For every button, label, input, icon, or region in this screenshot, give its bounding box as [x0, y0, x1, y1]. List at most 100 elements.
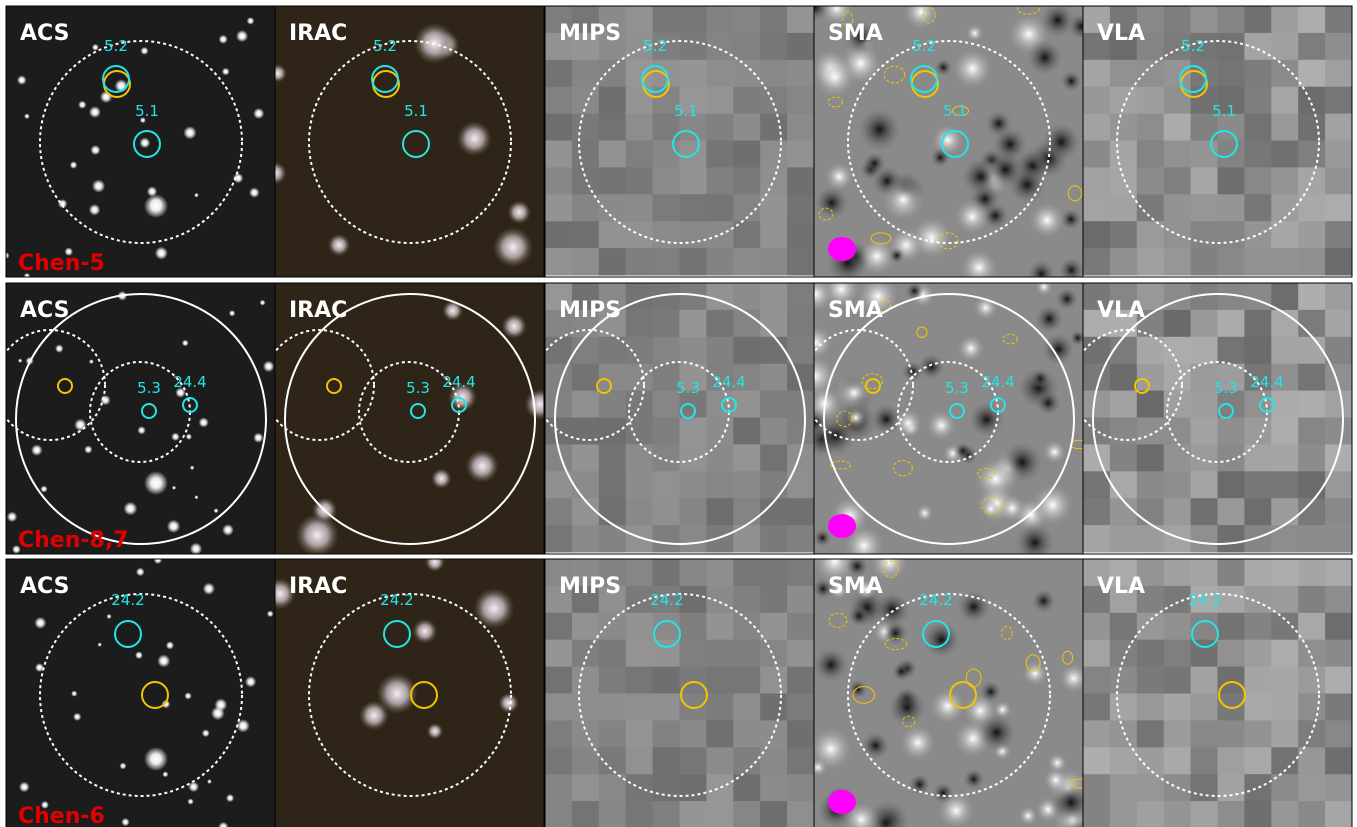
- pixel: [1298, 586, 1325, 613]
- pixel: [1218, 774, 1245, 801]
- panel-image: 5.25.1SMA: [801, 0, 1095, 288]
- pixel: [706, 248, 733, 275]
- pixel: [1298, 60, 1325, 87]
- pixel: [626, 720, 653, 747]
- pixel: [760, 364, 787, 391]
- pixel: [1137, 391, 1164, 418]
- pixel: [1271, 613, 1298, 640]
- pixel: [706, 667, 733, 694]
- pixel: [1325, 310, 1352, 337]
- pixel: [680, 60, 707, 87]
- pixel: [1110, 114, 1137, 141]
- star: [136, 568, 145, 577]
- pixel: [1218, 310, 1245, 337]
- pixel: [545, 114, 572, 141]
- pixel: [760, 310, 787, 337]
- pixel: [572, 221, 599, 248]
- pixel: [733, 586, 760, 613]
- panel: 5.324.4ACS: [0, 283, 275, 555]
- pixel: [1298, 364, 1325, 391]
- panel-image: 5.324.4MIPS: [534, 283, 815, 553]
- star: [236, 30, 248, 42]
- blob: [1040, 3, 1075, 38]
- pixel: [572, 525, 599, 552]
- band-label: MIPS: [559, 21, 621, 46]
- pixel: [1137, 694, 1164, 721]
- star: [219, 35, 228, 44]
- pixel: [1191, 221, 1218, 248]
- pixel: [1218, 640, 1245, 667]
- pixel: [572, 167, 599, 194]
- pixel: [599, 167, 626, 194]
- pixel: [1325, 640, 1352, 667]
- pixel: [545, 87, 572, 114]
- pixel: [1164, 364, 1191, 391]
- pixel: [733, 60, 760, 87]
- pixel: [733, 559, 760, 586]
- star: [78, 101, 86, 109]
- pixel: [760, 221, 787, 248]
- pixel: [1218, 6, 1245, 33]
- pixel: [787, 60, 814, 87]
- source-label: 24.2: [111, 591, 144, 609]
- pixel: [545, 221, 572, 248]
- beam: [828, 514, 856, 538]
- source-label: 5.1: [943, 102, 967, 120]
- blob: [966, 25, 983, 42]
- pixel: [653, 774, 680, 801]
- pixel: [1244, 167, 1271, 194]
- pixel: [1137, 87, 1164, 114]
- pixel: [680, 801, 707, 827]
- band-label: VLA: [1097, 21, 1145, 46]
- star: [245, 676, 256, 687]
- source-label: 5.3: [676, 379, 700, 397]
- star: [92, 44, 99, 51]
- star: [98, 642, 102, 646]
- pixel: [760, 559, 787, 586]
- pixel: [1164, 283, 1191, 310]
- panel: 5.324.4VLA: [1072, 283, 1353, 554]
- pixel: [787, 283, 814, 310]
- pixel: [1298, 310, 1325, 337]
- blob: [963, 768, 985, 790]
- star: [211, 706, 225, 720]
- panel: 5.25.1ACS: [3, 6, 275, 279]
- pixel: [787, 801, 814, 827]
- star: [139, 137, 150, 148]
- pixel: [1244, 471, 1271, 498]
- pixel: [545, 720, 572, 747]
- pixel: [1298, 613, 1325, 640]
- panel-image: 24.2SMA: [809, 540, 1095, 827]
- pixel: [1271, 694, 1298, 721]
- star: [155, 247, 168, 260]
- pixel: [1083, 525, 1110, 552]
- pixel: [733, 141, 760, 168]
- pixel: [653, 444, 680, 471]
- pixel: [545, 337, 572, 364]
- blob: [916, 505, 933, 522]
- pixel: [1137, 720, 1164, 747]
- blob: [1031, 369, 1050, 388]
- pixel: [1218, 747, 1245, 774]
- pixel: [1164, 141, 1191, 168]
- pixel: [1191, 141, 1218, 168]
- blob: [1044, 768, 1068, 792]
- pixel: [733, 444, 760, 471]
- band-label: MIPS: [559, 298, 621, 323]
- source-label: 5.3: [945, 379, 969, 397]
- pixel: [1325, 774, 1352, 801]
- pixel: [545, 498, 572, 525]
- pixel: [545, 248, 572, 275]
- pixel: [1218, 471, 1245, 498]
- blob: [1061, 70, 1083, 92]
- pixel: [1137, 364, 1164, 391]
- pixel: [626, 801, 653, 827]
- pixel: [653, 167, 680, 194]
- source-glow: [431, 468, 451, 488]
- star: [17, 75, 27, 85]
- pixel: [760, 141, 787, 168]
- pixel: [1271, 640, 1298, 667]
- band-label: VLA: [1097, 574, 1145, 599]
- blob: [882, 178, 925, 221]
